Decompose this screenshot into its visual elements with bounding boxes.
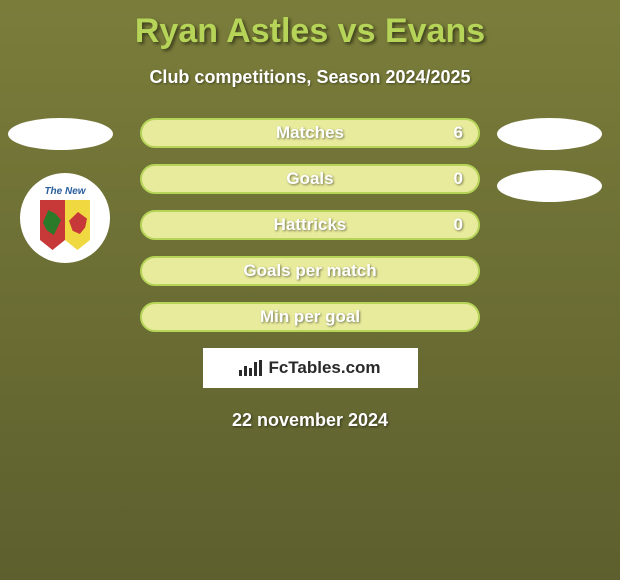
- watermark[interactable]: FcTables.com: [203, 348, 418, 388]
- club-logo: The New: [20, 173, 110, 263]
- stat-label: Goals per match: [243, 261, 376, 281]
- stat-label: Hattricks: [274, 215, 347, 235]
- stat-value: 6: [454, 123, 463, 143]
- chart-icon: [239, 360, 264, 376]
- stat-value: 0: [454, 169, 463, 189]
- watermark-text: FcTables.com: [268, 358, 380, 378]
- stat-label: Goals: [286, 169, 333, 189]
- player-left-placeholder: [8, 118, 113, 150]
- stats-area: The New Matches 6 Goals 0 Hattricks: [0, 118, 620, 431]
- stat-label: Min per goal: [260, 307, 360, 327]
- season-subtitle: Club competitions, Season 2024/2025: [0, 67, 620, 88]
- stat-bar-goals: Goals 0: [140, 164, 480, 194]
- comparison-title: Ryan Astles vs Evans: [0, 12, 620, 51]
- stat-label: Matches: [276, 123, 344, 143]
- dragon-icon: [43, 210, 61, 235]
- club-shield: [40, 200, 90, 250]
- player-right-placeholder-1: [497, 118, 602, 150]
- stat-bar-min-per-goal: Min per goal: [140, 302, 480, 332]
- stat-bars-container: Matches 6 Goals 0 Hattricks 0 Goals per …: [140, 118, 480, 332]
- date-text: 22 november 2024: [0, 410, 620, 431]
- player-right-placeholder-2: [497, 170, 602, 202]
- main-container: Ryan Astles vs Evans Club competitions, …: [0, 0, 620, 431]
- stat-bar-hattricks: Hattricks 0: [140, 210, 480, 240]
- stat-value: 0: [454, 215, 463, 235]
- club-logo-text: The New: [44, 186, 85, 197]
- stat-bar-goals-per-match: Goals per match: [140, 256, 480, 286]
- lion-icon: [69, 212, 87, 234]
- shield-left: [40, 200, 65, 250]
- stat-bar-matches: Matches 6: [140, 118, 480, 148]
- shield-right: [65, 200, 90, 250]
